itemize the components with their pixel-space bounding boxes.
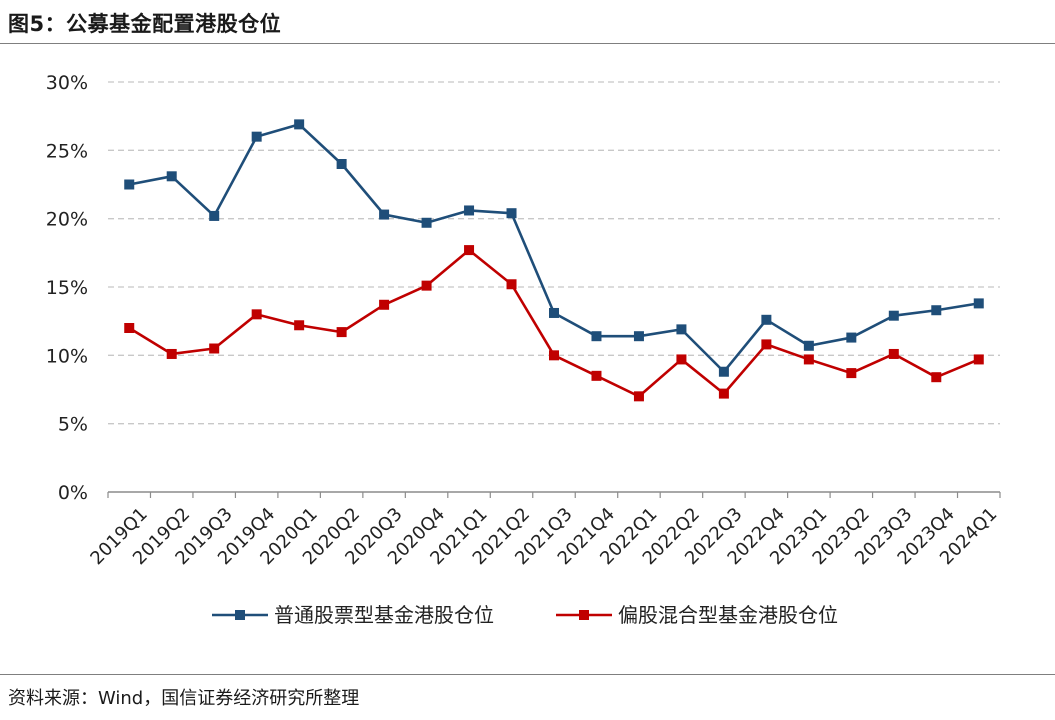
- legend-marker: [579, 610, 589, 620]
- data-point: [761, 314, 772, 325]
- title-divider: [0, 43, 1055, 44]
- data-point: [166, 348, 177, 359]
- data-point: [251, 131, 262, 142]
- data-point: [846, 368, 857, 379]
- data-point: [379, 299, 390, 310]
- data-point: [803, 354, 814, 365]
- data-point: [464, 205, 475, 216]
- legend-item: 普通股票型基金港股仓位: [212, 603, 494, 627]
- data-point: [421, 217, 432, 228]
- y-tick-label: 25%: [46, 140, 88, 162]
- data-point: [591, 331, 602, 342]
- data-point: [251, 309, 262, 320]
- y-tick-label: 20%: [46, 209, 88, 231]
- data-point: [294, 119, 305, 130]
- data-point: [336, 327, 347, 338]
- data-point: [591, 370, 602, 381]
- series-2: [124, 245, 984, 402]
- series-layer: [124, 119, 984, 402]
- source-divider: [0, 674, 1055, 675]
- gridlines: [108, 81, 1000, 425]
- data-point: [549, 350, 559, 361]
- figure-title: 图5：公募基金配置港股仓位: [8, 12, 282, 36]
- data-point: [209, 210, 220, 221]
- data-point: [294, 320, 305, 331]
- y-tick-label: 30%: [46, 72, 88, 94]
- data-point: [761, 339, 772, 350]
- y-axis-ticks: 0% 5% 10% 15% 20% 25% 30%: [46, 72, 88, 504]
- data-point: [931, 305, 942, 316]
- data-point: [931, 372, 942, 383]
- y-tick-label: 10%: [46, 345, 88, 367]
- data-point: [846, 332, 857, 343]
- data-point: [124, 323, 135, 333]
- y-tick-label: 0%: [58, 482, 88, 504]
- data-point: [973, 298, 984, 309]
- data-point: [166, 171, 177, 182]
- data-point: [633, 331, 644, 342]
- data-point: [124, 179, 135, 190]
- line-chart: 0% 5% 10% 15% 20% 25% 30% 2019Q12019Q22019Q320…: [46, 72, 1002, 627]
- data-point: [464, 245, 475, 256]
- data-point: [506, 208, 517, 219]
- legend-label: 普通股票型基金港股仓位: [274, 603, 494, 627]
- data-point: [676, 324, 687, 335]
- data-point: [718, 388, 729, 399]
- y-tick-label: 15%: [46, 277, 88, 299]
- data-point: [379, 209, 390, 220]
- data-point: [888, 310, 899, 321]
- legend-marker: [235, 610, 245, 620]
- data-point: [718, 366, 729, 377]
- x-axis: 2019Q12019Q22019Q32019Q42020Q12020Q22020…: [86, 491, 1001, 569]
- data-point: [421, 280, 432, 291]
- data-point: [973, 354, 984, 365]
- legend-item: 偏股混合型基金港股仓位: [556, 603, 838, 627]
- series-1: [124, 119, 984, 377]
- data-point: [888, 348, 899, 359]
- legend: 普通股票型基金港股仓位 偏股混合型基金港股仓位: [212, 603, 838, 627]
- data-point: [676, 354, 687, 365]
- data-point: [506, 279, 517, 290]
- data-point: [336, 159, 347, 169]
- source-note: 资料来源：Wind，国信证券经济研究所整理: [8, 688, 360, 709]
- data-point: [549, 307, 559, 318]
- data-point: [633, 391, 644, 402]
- legend-label: 偏股混合型基金港股仓位: [618, 603, 838, 627]
- data-point: [209, 343, 220, 354]
- y-tick-label: 5%: [58, 414, 88, 436]
- data-point: [803, 340, 814, 351]
